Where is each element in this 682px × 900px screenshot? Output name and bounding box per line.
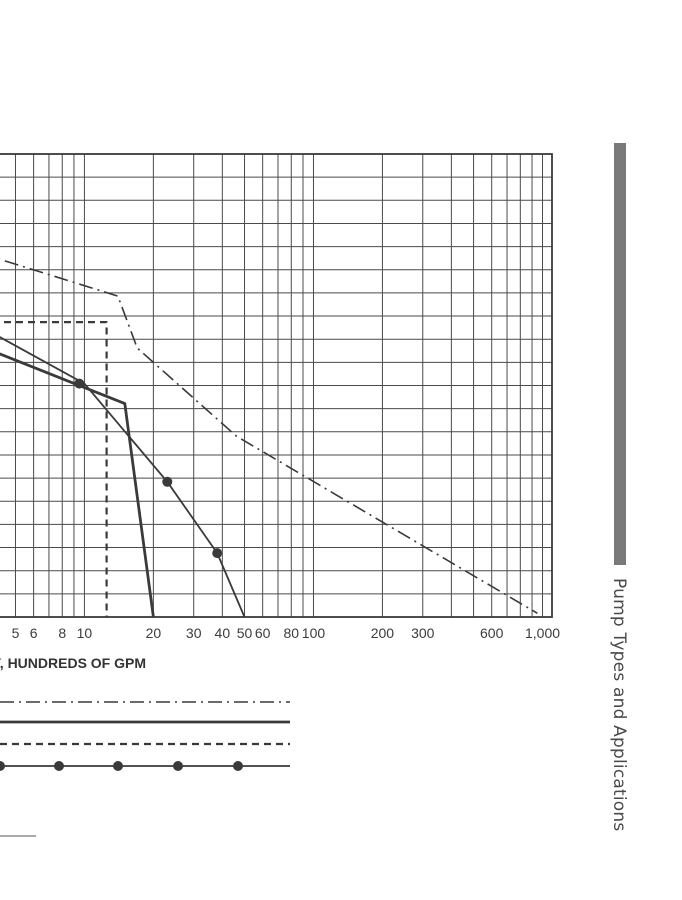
x-tick-label: 80 [283, 625, 299, 641]
x-tick-label: 300 [411, 625, 435, 641]
x-tick-label: 600 [480, 625, 504, 641]
series-line-dash-dot [0, 258, 538, 614]
series-marker [162, 476, 173, 487]
series-layer [0, 258, 538, 618]
plot-frame [0, 153, 553, 618]
legend-marker [113, 761, 123, 771]
x-tick-label: 200 [371, 625, 395, 641]
x-tick-label: 20 [146, 625, 162, 641]
section-side-bar [614, 143, 626, 565]
legend [0, 701, 290, 771]
x-tick-label: 40 [215, 625, 231, 641]
legend-marker [233, 761, 243, 771]
x-tick-label: 30 [186, 625, 202, 641]
series-line-solid [0, 352, 155, 618]
x-tick-label: 8 [58, 625, 66, 641]
x-axis-title: Y, HUNDREDS OF GPM [0, 655, 146, 671]
chart-grid [0, 154, 552, 617]
series-marker [212, 548, 223, 559]
legend-marker [54, 761, 64, 771]
x-tick-label: 6 [30, 625, 38, 641]
x-tick-label: 60 [255, 625, 271, 641]
x-tick-label: 50 [237, 625, 253, 641]
legend-marker [0, 761, 5, 771]
x-tick-label: 5 [12, 625, 20, 641]
series-line-dashed [0, 321, 108, 617]
series-marker [74, 378, 85, 389]
legend-marker [173, 761, 183, 771]
x-tick-label: 1,000 [525, 625, 560, 641]
x-tick-label: 10 [77, 625, 93, 641]
x-tick-label: 100 [302, 625, 326, 641]
section-side-title: Pump Types and Applications [609, 578, 629, 832]
x-tick-labels: 5 6 8 10 20 30 40 50 60 80 100 200 300 600 1,000 [12, 625, 561, 641]
